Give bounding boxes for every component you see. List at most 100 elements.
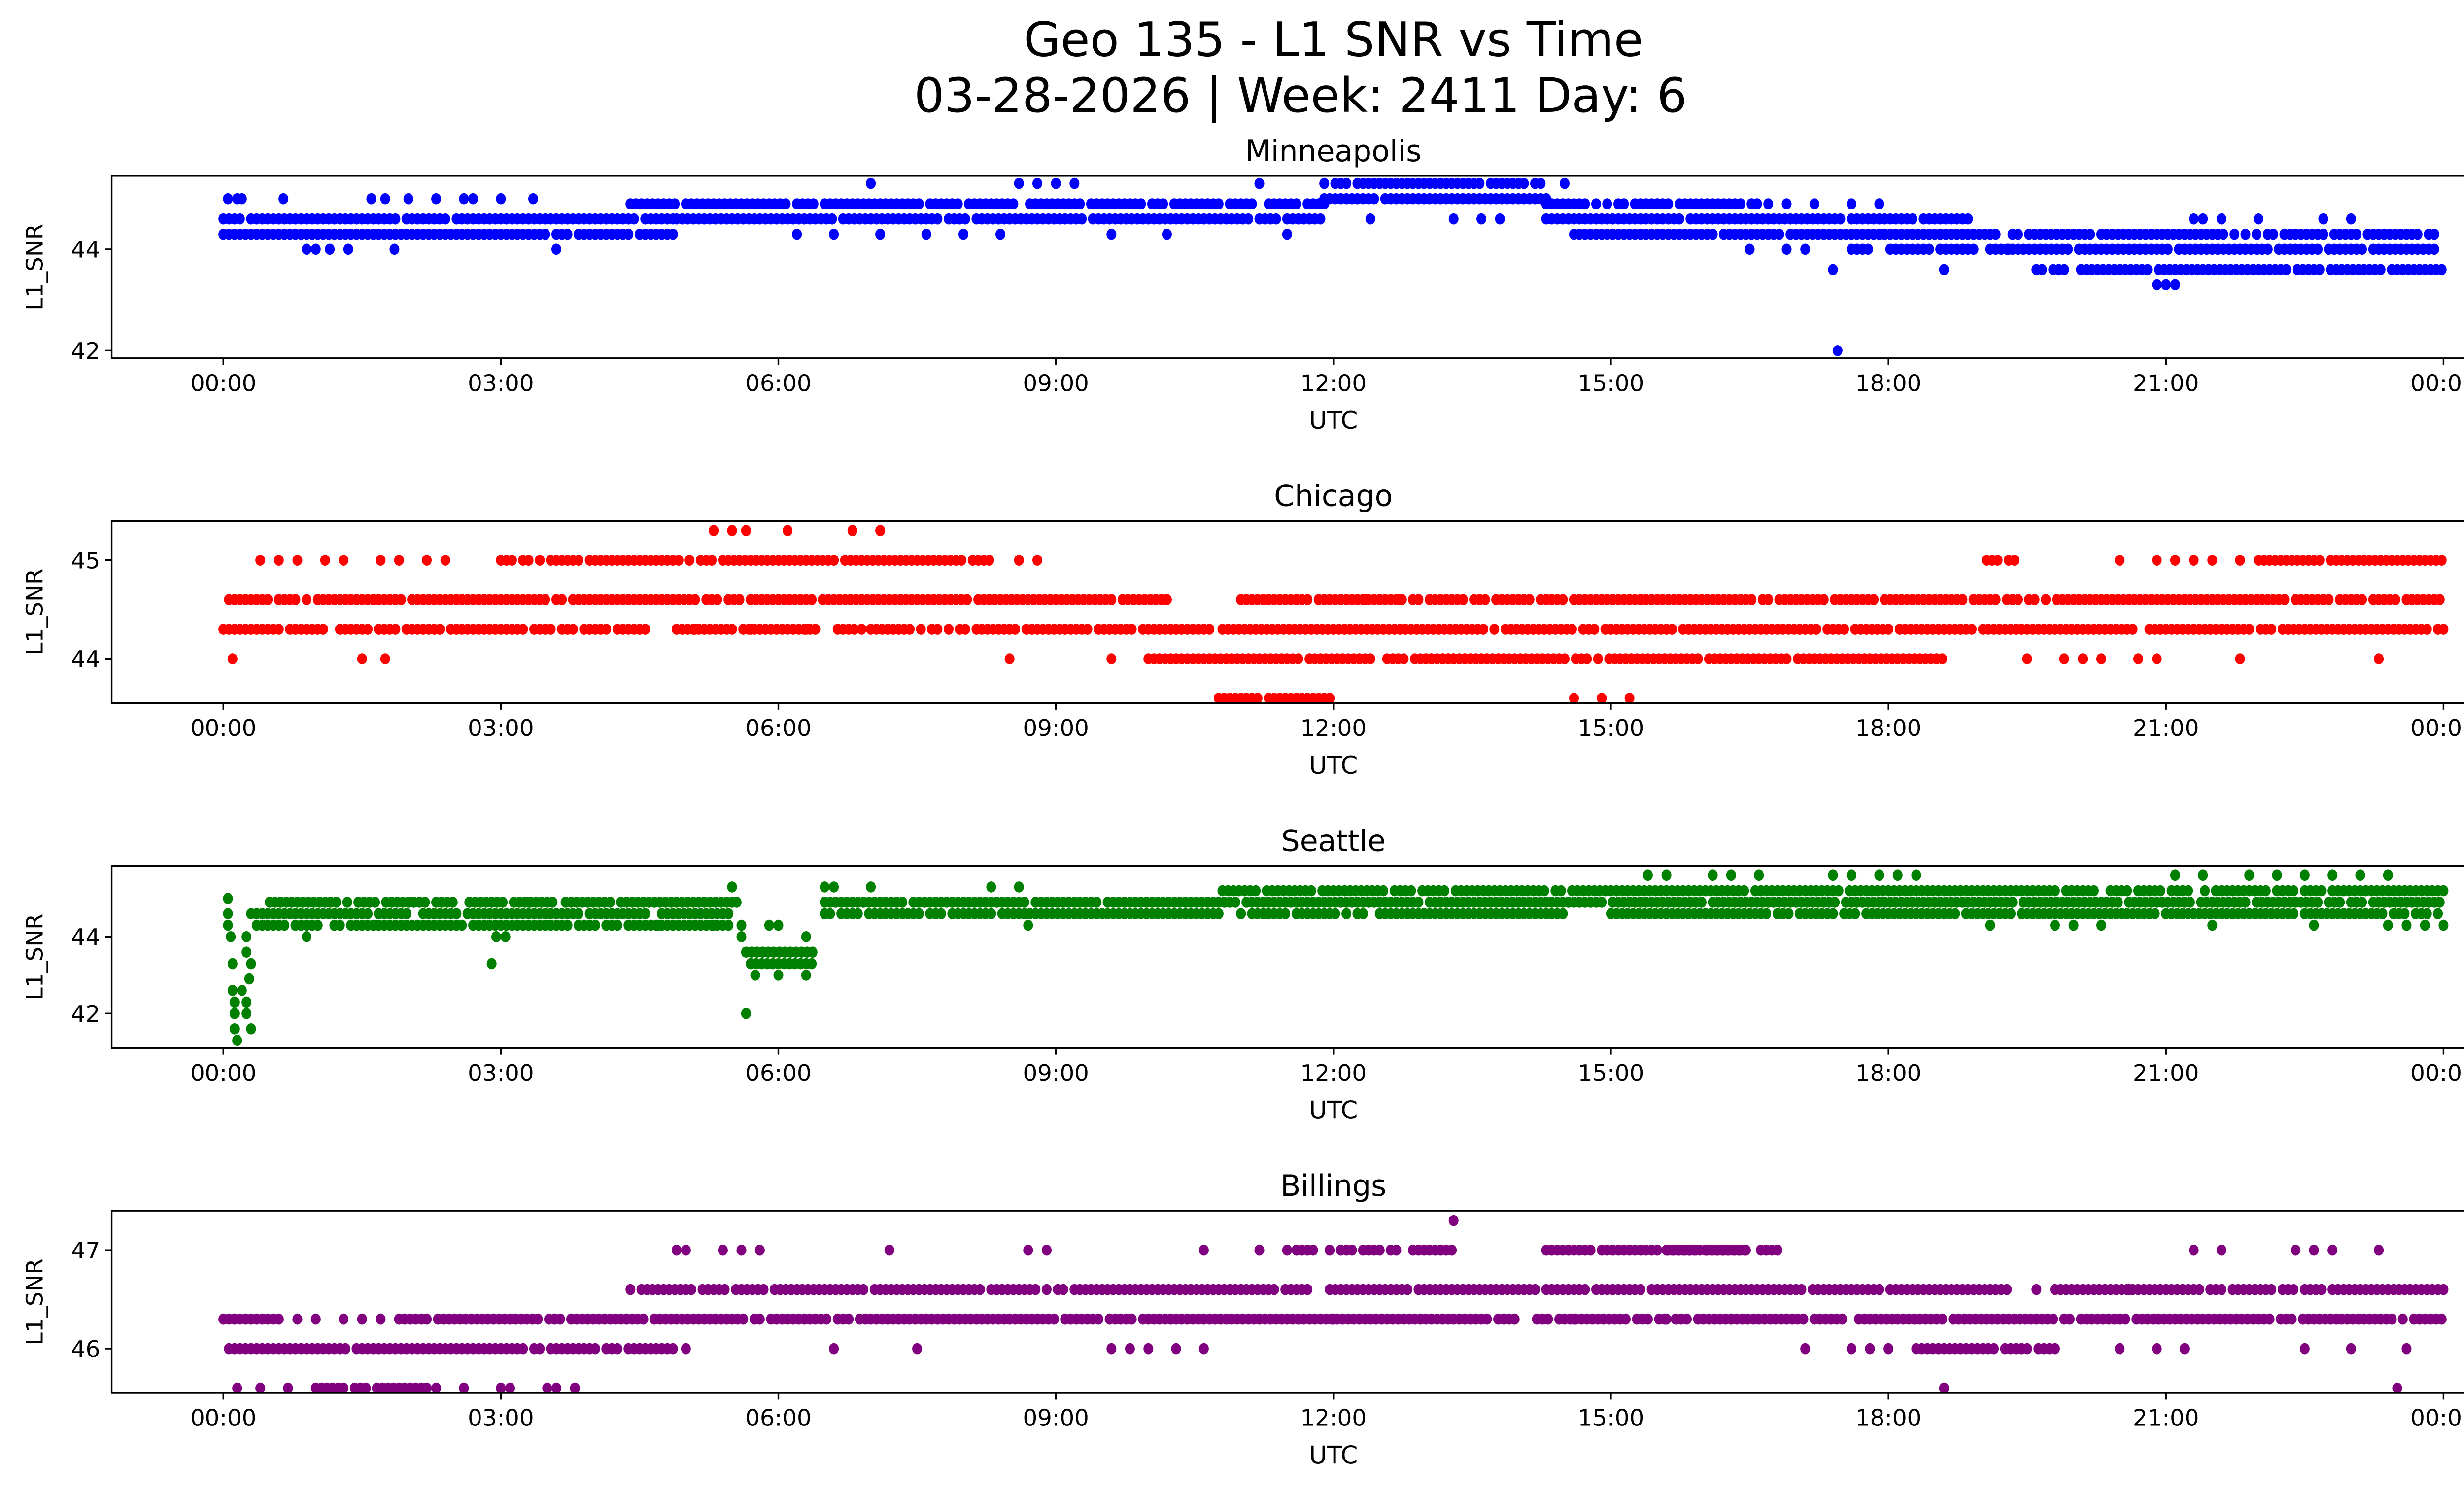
data-point xyxy=(905,624,915,635)
data-point xyxy=(223,908,233,920)
x-tick-label: 09:00 xyxy=(1023,1405,1089,1432)
data-point xyxy=(829,881,839,893)
data-point xyxy=(1597,693,1607,703)
data-point xyxy=(2266,624,2277,635)
data-point xyxy=(612,919,622,931)
data-point xyxy=(1985,919,1995,931)
data-point xyxy=(2183,885,2193,897)
data-point xyxy=(2064,1313,2075,1325)
data-point xyxy=(2207,555,2218,566)
data-point xyxy=(2264,1313,2275,1325)
data-point xyxy=(1620,1313,1631,1325)
data-point xyxy=(401,908,411,920)
data-point xyxy=(709,525,719,536)
data-point xyxy=(2170,279,2180,291)
data-point xyxy=(727,881,737,893)
data-point xyxy=(2281,264,2292,276)
data-point xyxy=(389,243,400,255)
data-point xyxy=(875,228,886,240)
data-point xyxy=(719,1284,730,1295)
data-point xyxy=(1624,693,1635,703)
data-point xyxy=(1254,1244,1265,1256)
data-point xyxy=(1041,1244,1052,1256)
data-point xyxy=(380,653,390,664)
data-point xyxy=(1519,177,1529,189)
data-point xyxy=(810,624,821,635)
data-point xyxy=(2068,919,2079,931)
data-point xyxy=(1619,198,1629,209)
data-point xyxy=(1602,198,1612,209)
data-point xyxy=(2346,1343,2356,1355)
data-point xyxy=(1828,264,1838,276)
data-point xyxy=(736,919,747,931)
data-point xyxy=(2162,243,2173,255)
data-point xyxy=(2252,228,2262,240)
data-point xyxy=(2059,653,2069,664)
data-point xyxy=(2422,908,2432,920)
data-point xyxy=(2374,653,2384,664)
data-point xyxy=(2235,653,2245,664)
data-point xyxy=(1302,594,1313,605)
data-point xyxy=(533,1313,543,1325)
data-point xyxy=(2006,908,2016,920)
data-point xyxy=(668,1343,678,1355)
data-point xyxy=(2422,624,2432,635)
data-point xyxy=(601,624,612,635)
data-point xyxy=(2115,1343,2125,1355)
data-point xyxy=(957,555,967,566)
data-point xyxy=(1049,1313,1059,1325)
data-point xyxy=(2436,1313,2447,1325)
data-point xyxy=(2218,228,2228,240)
data-point xyxy=(1774,228,1784,240)
data-point xyxy=(274,555,284,566)
data-point xyxy=(605,897,615,908)
data-point xyxy=(2390,594,2400,605)
data-point xyxy=(568,624,578,635)
data-point xyxy=(255,1382,266,1393)
scatter-series xyxy=(218,1215,2449,1393)
data-point xyxy=(1847,1343,1857,1355)
data-point xyxy=(310,243,321,255)
data-point xyxy=(1413,897,1424,908)
data-point xyxy=(1230,897,1240,908)
data-point xyxy=(2383,869,2393,881)
data-point xyxy=(2063,243,2073,255)
data-point xyxy=(540,228,550,240)
data-point xyxy=(361,1382,371,1393)
data-point xyxy=(2324,594,2334,605)
data-point xyxy=(801,970,811,981)
data-point xyxy=(2357,897,2367,908)
data-point xyxy=(746,624,756,635)
data-point xyxy=(2314,264,2325,276)
x-tick-label: 00:00 xyxy=(190,1405,256,1432)
data-point xyxy=(623,228,634,240)
data-point xyxy=(548,897,558,908)
data-point xyxy=(1041,1284,1052,1295)
data-point xyxy=(914,198,924,209)
data-point xyxy=(960,624,970,635)
data-point xyxy=(1023,919,1033,931)
x-tick-label: 18:00 xyxy=(1855,370,1921,397)
data-point xyxy=(227,985,238,996)
data-point xyxy=(394,555,404,566)
data-point xyxy=(1125,1343,1135,1355)
data-point xyxy=(496,1382,506,1393)
data-point xyxy=(1478,624,1489,635)
data-point xyxy=(856,624,867,635)
data-point xyxy=(1489,624,1500,635)
data-point xyxy=(1835,213,1846,225)
data-point xyxy=(2007,897,2018,908)
data-point xyxy=(638,1313,649,1325)
x-tick-label: 15:00 xyxy=(1578,715,1644,742)
data-point xyxy=(2029,594,2040,605)
data-point xyxy=(1832,345,1843,356)
data-point xyxy=(2216,1284,2226,1295)
data-point xyxy=(2420,919,2430,931)
data-point xyxy=(1850,908,1860,920)
data-point xyxy=(741,525,751,536)
data-point xyxy=(342,897,352,908)
data-point xyxy=(1567,624,1577,635)
data-point xyxy=(975,1284,985,1295)
data-point xyxy=(1847,869,1857,881)
